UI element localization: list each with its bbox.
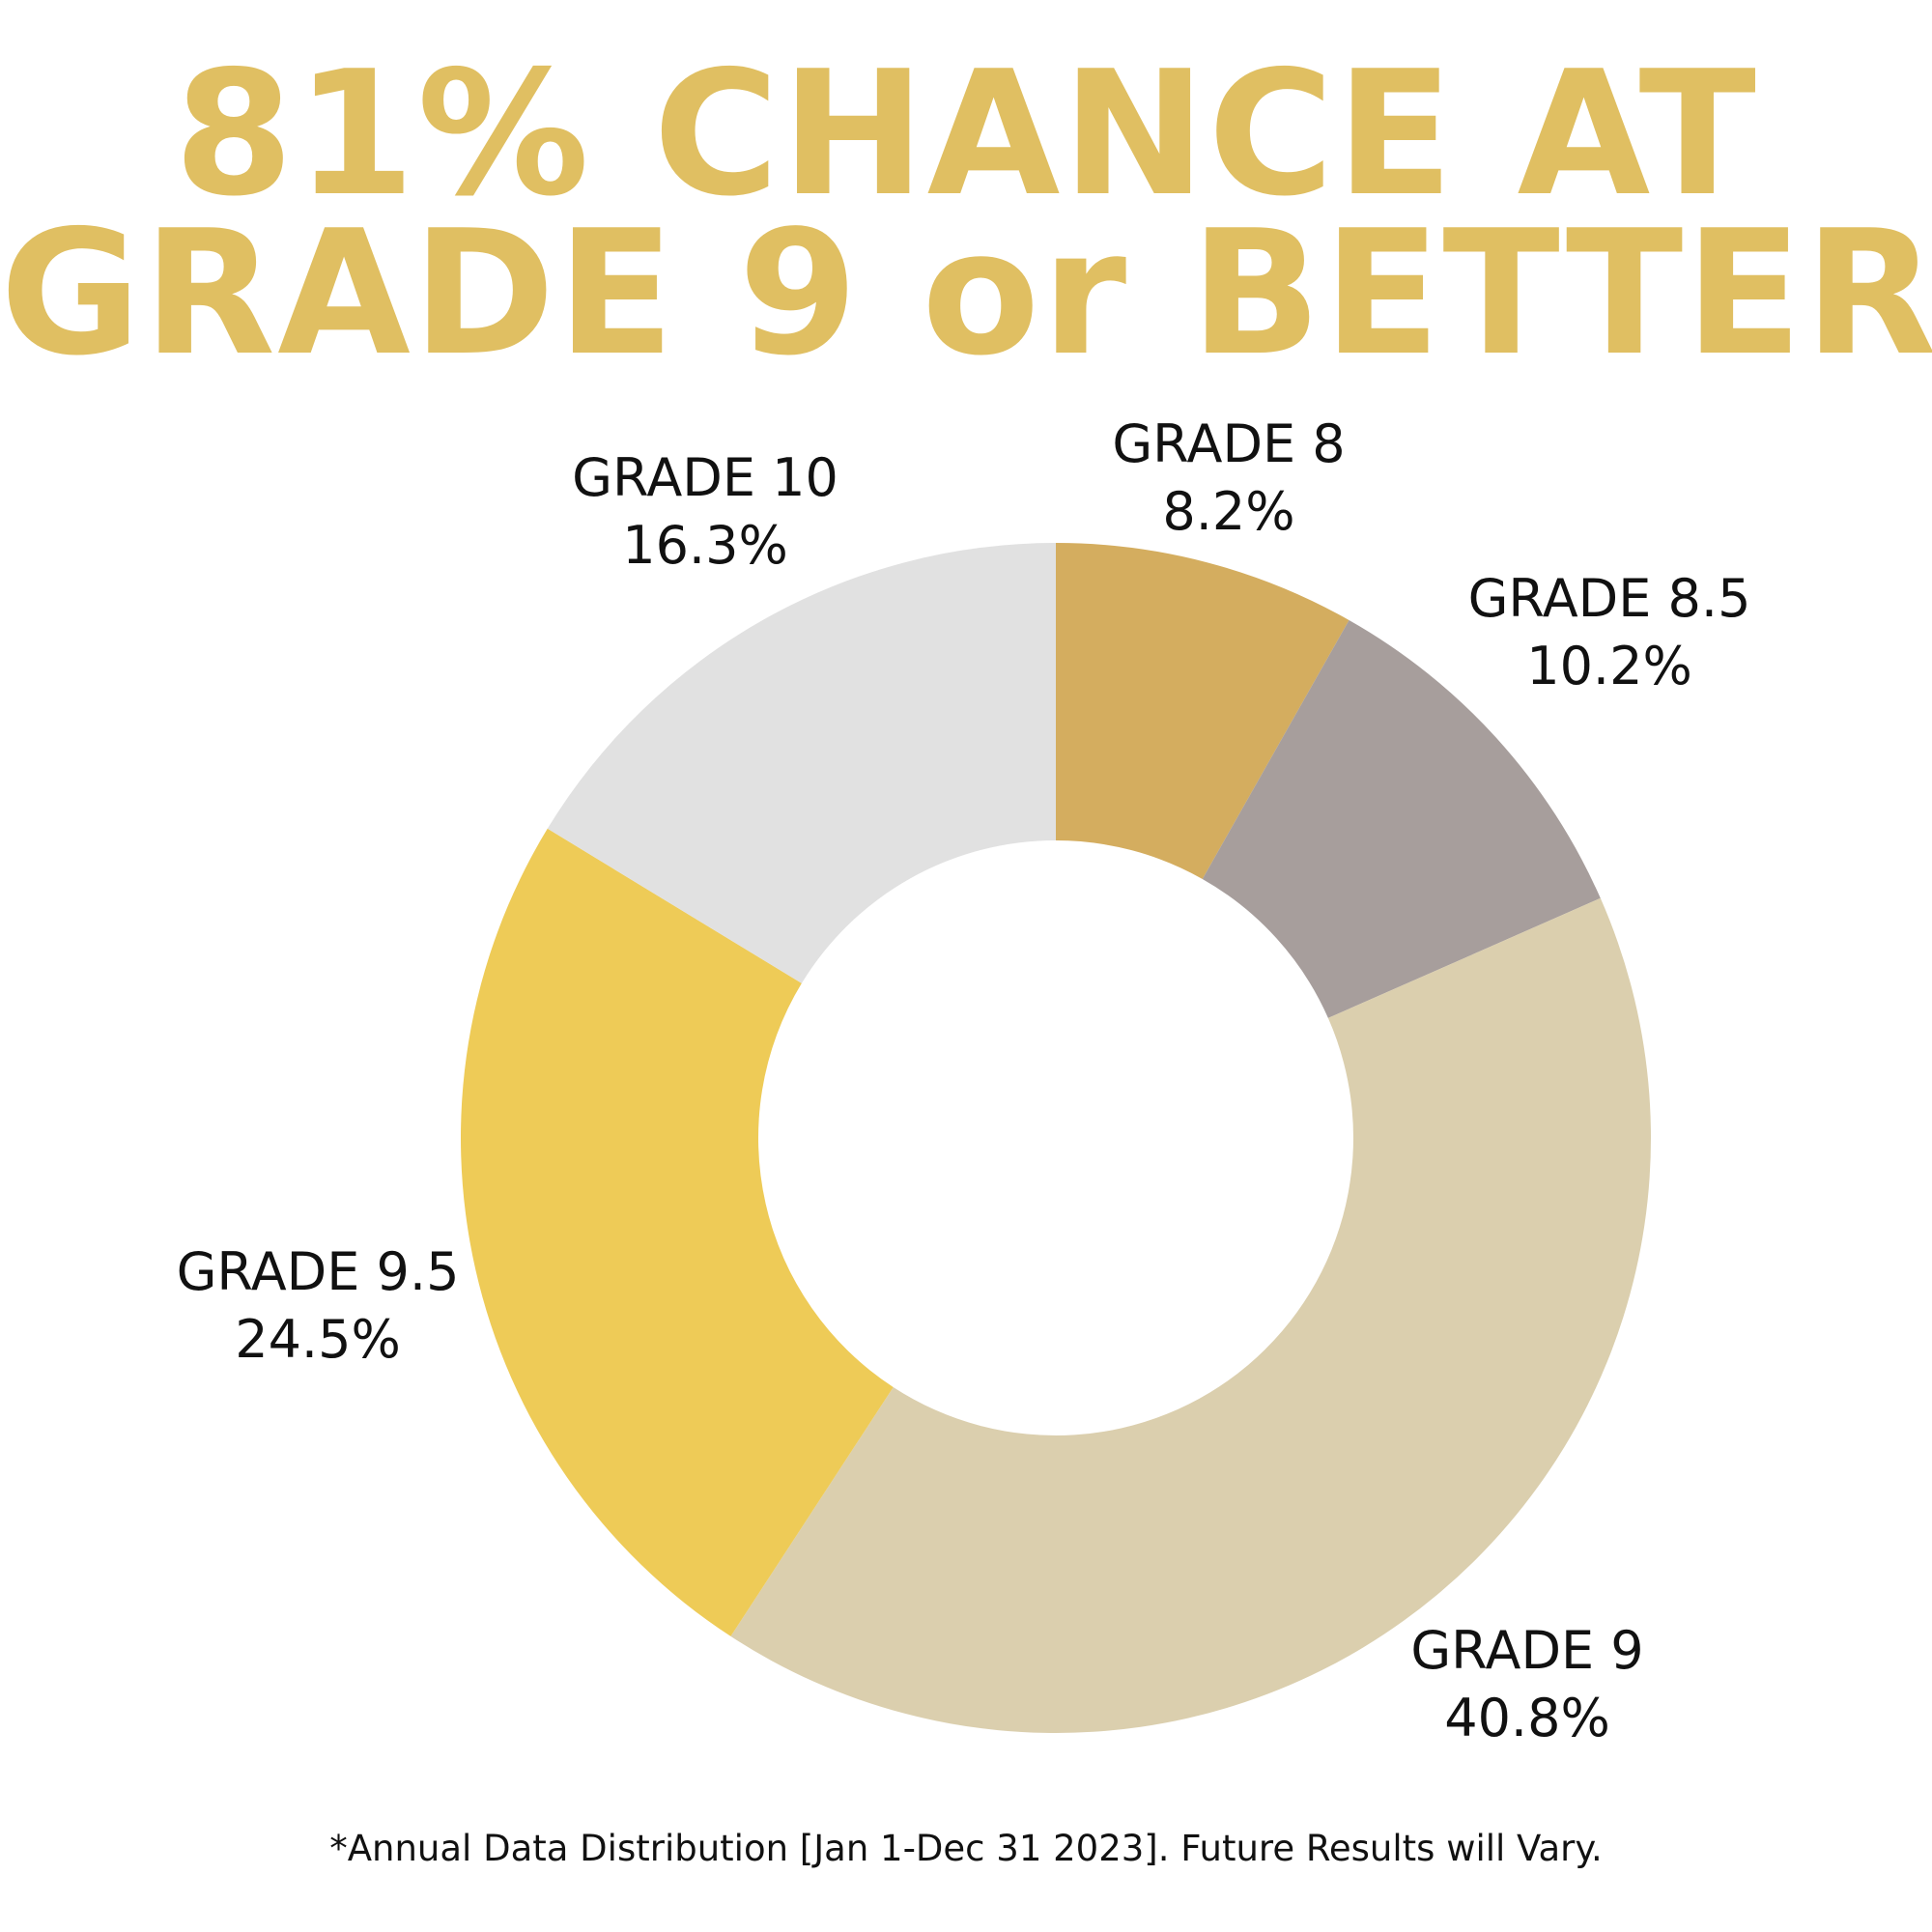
slice-label-value: 8.2% bbox=[1162, 481, 1294, 542]
slice-label-name: GRADE 8 bbox=[1112, 413, 1345, 474]
donut-slice-grade-10 bbox=[547, 543, 1056, 983]
slice-label-name: GRADE 8.5 bbox=[1468, 568, 1751, 629]
donut-slice-grade-8-5 bbox=[1202, 619, 1601, 1018]
donut-slice-grade-8 bbox=[1056, 543, 1350, 879]
headline-line-2: GRADE 9 or BETTER bbox=[0, 193, 1932, 393]
donut-slice-grade-9-5 bbox=[460, 828, 894, 1636]
donut-slice-grade-9 bbox=[730, 897, 1651, 1733]
headline-line-1: 81% CHANCE AT bbox=[174, 34, 1758, 234]
donut-labels: GRADE 8 8.2% GRADE 8.5 10.2% GRADE 9 40.8% GRA… bbox=[177, 413, 1751, 1748]
slice-label-name: GRADE 9.5 bbox=[177, 1241, 460, 1302]
slice-label-name: GRADE 9 bbox=[1410, 1620, 1643, 1681]
donut-slices bbox=[460, 543, 1651, 1733]
footnote: *Annual Data Distribution [Jan 1-Dec 31 … bbox=[329, 1828, 1603, 1869]
slice-label-value: 24.5% bbox=[235, 1309, 401, 1370]
slice-label-value: 16.3% bbox=[622, 515, 788, 576]
slice-label-name: GRADE 10 bbox=[572, 447, 838, 508]
slice-label-value: 40.8% bbox=[1444, 1688, 1610, 1748]
slice-label-value: 10.2% bbox=[1526, 636, 1692, 696]
